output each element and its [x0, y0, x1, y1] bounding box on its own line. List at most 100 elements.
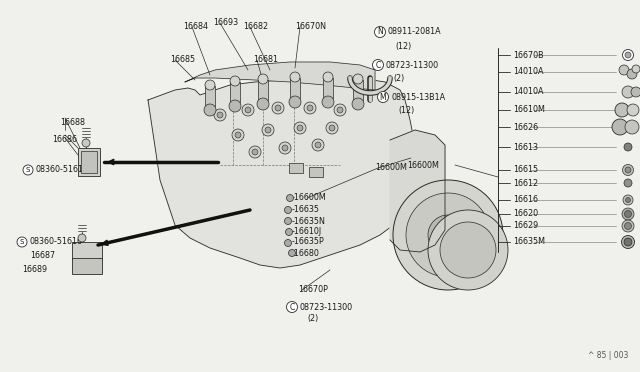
Circle shape — [624, 179, 632, 187]
Text: -16600M: -16600M — [292, 193, 327, 202]
Polygon shape — [148, 78, 415, 268]
Text: S: S — [26, 167, 30, 173]
Text: 14010A: 14010A — [513, 67, 543, 77]
Circle shape — [304, 102, 316, 114]
Text: (12): (12) — [395, 42, 412, 51]
Polygon shape — [185, 62, 375, 90]
Bar — [81, 151, 97, 173]
Circle shape — [230, 76, 240, 86]
Text: N: N — [377, 28, 383, 36]
Circle shape — [290, 72, 300, 82]
Text: S: S — [20, 239, 24, 245]
Circle shape — [229, 100, 241, 112]
Text: M: M — [380, 93, 387, 102]
Text: 16620: 16620 — [513, 209, 538, 218]
Bar — [72, 242, 102, 260]
Circle shape — [622, 220, 634, 232]
Circle shape — [78, 234, 86, 242]
Circle shape — [624, 238, 632, 246]
Circle shape — [285, 218, 291, 224]
Circle shape — [374, 26, 385, 38]
Circle shape — [353, 74, 363, 84]
Circle shape — [17, 237, 27, 247]
Circle shape — [406, 193, 490, 277]
Text: (2): (2) — [307, 314, 318, 324]
Circle shape — [631, 87, 640, 97]
Text: 16693: 16693 — [213, 18, 238, 27]
Text: 16684: 16684 — [183, 22, 208, 31]
Circle shape — [625, 211, 632, 218]
Text: -16635P: -16635P — [292, 237, 324, 247]
Circle shape — [621, 235, 634, 248]
Circle shape — [323, 72, 333, 82]
Circle shape — [258, 74, 268, 84]
Bar — [309, 167, 323, 177]
Circle shape — [334, 104, 346, 116]
Circle shape — [315, 142, 321, 148]
Text: 16600M: 16600M — [407, 160, 439, 170]
Text: 16629: 16629 — [513, 221, 538, 231]
Circle shape — [252, 149, 258, 155]
Text: 16616: 16616 — [513, 196, 538, 205]
Circle shape — [204, 104, 216, 116]
Circle shape — [623, 164, 634, 176]
Text: 16670P: 16670P — [298, 285, 328, 295]
Circle shape — [279, 142, 291, 154]
Text: 16615: 16615 — [513, 166, 538, 174]
Text: 08360-51616: 08360-51616 — [30, 237, 83, 247]
Text: 16688: 16688 — [60, 118, 85, 127]
Circle shape — [287, 301, 298, 312]
Circle shape — [205, 80, 215, 90]
Circle shape — [289, 250, 296, 257]
Text: 16600M: 16600M — [375, 164, 407, 173]
Circle shape — [235, 132, 241, 138]
Circle shape — [625, 222, 632, 230]
Text: ^ 85 | 003: ^ 85 | 003 — [588, 351, 628, 360]
Circle shape — [265, 127, 271, 133]
Text: 08723-11300: 08723-11300 — [300, 302, 353, 311]
Text: 16635M: 16635M — [513, 237, 545, 247]
Circle shape — [612, 119, 628, 135]
Circle shape — [440, 222, 496, 278]
Text: 08360-51616: 08360-51616 — [36, 166, 89, 174]
Circle shape — [627, 69, 637, 79]
Text: 16612: 16612 — [513, 179, 538, 187]
Text: C: C — [376, 61, 381, 70]
Text: 16670B: 16670B — [513, 51, 543, 60]
Text: (12): (12) — [398, 106, 414, 115]
Circle shape — [282, 145, 288, 151]
Circle shape — [245, 107, 251, 113]
Bar — [289, 163, 303, 173]
Text: (2): (2) — [393, 74, 404, 83]
Circle shape — [428, 215, 468, 255]
Bar — [230, 82, 240, 102]
Bar — [205, 86, 215, 106]
Circle shape — [249, 146, 261, 158]
Text: 16689: 16689 — [22, 266, 47, 275]
Circle shape — [329, 125, 335, 131]
Text: 08911-2081A: 08911-2081A — [388, 28, 442, 36]
Circle shape — [337, 107, 343, 113]
Text: 16613: 16613 — [513, 142, 538, 151]
Text: 16670N: 16670N — [295, 22, 326, 31]
Text: -16635: -16635 — [292, 205, 320, 215]
Circle shape — [214, 109, 226, 121]
Text: 16681: 16681 — [253, 55, 278, 64]
Bar — [323, 78, 333, 98]
Circle shape — [632, 65, 640, 73]
Text: -16610J: -16610J — [292, 228, 322, 237]
Circle shape — [289, 96, 301, 108]
Circle shape — [287, 195, 294, 202]
Circle shape — [428, 210, 508, 290]
Circle shape — [625, 167, 631, 173]
Circle shape — [393, 180, 503, 290]
Circle shape — [322, 96, 334, 108]
Circle shape — [232, 129, 244, 141]
Circle shape — [307, 105, 313, 111]
Circle shape — [285, 240, 291, 247]
Bar — [290, 78, 300, 98]
Circle shape — [285, 228, 292, 235]
Circle shape — [242, 104, 254, 116]
Circle shape — [624, 143, 632, 151]
Text: -16635N: -16635N — [292, 217, 326, 225]
